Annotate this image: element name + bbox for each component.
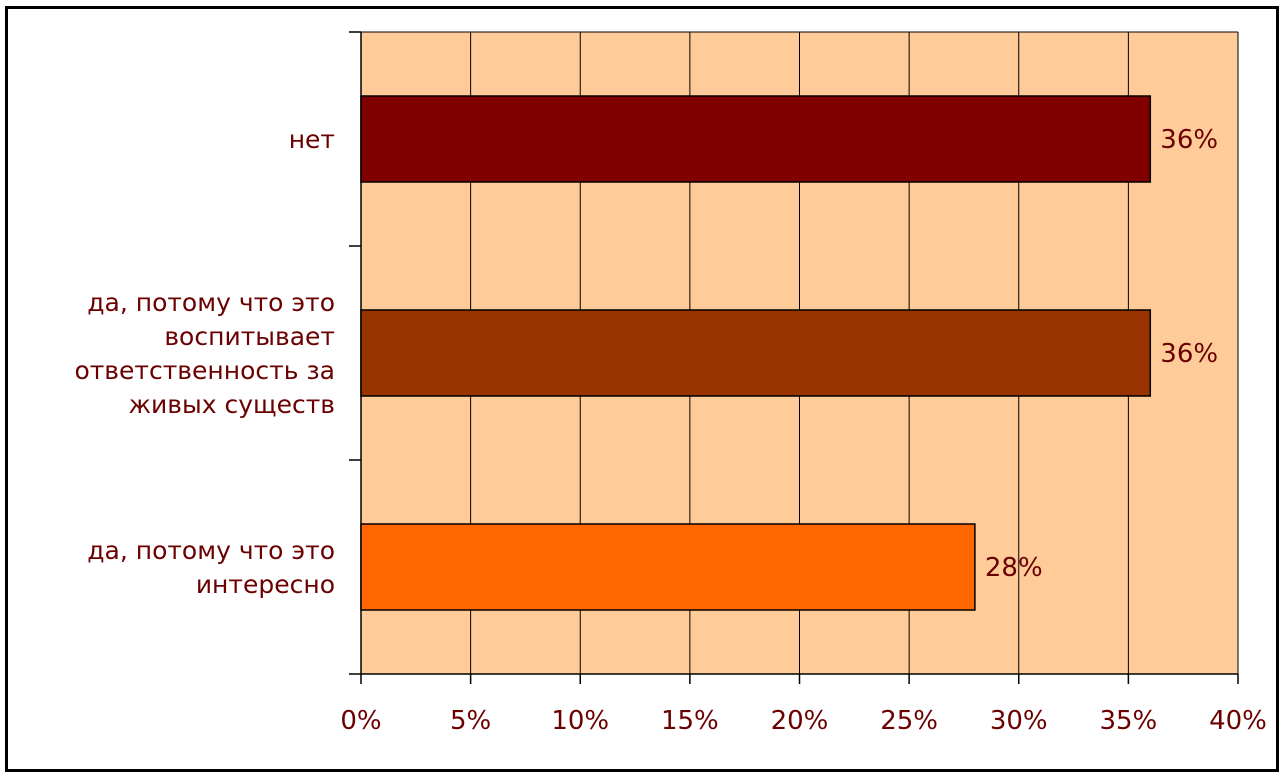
x-tick-label: 10%	[551, 706, 609, 736]
bar	[360, 523, 976, 611]
x-tick-label: 0%	[340, 706, 381, 736]
bar	[360, 309, 1152, 397]
data-label: 28%	[985, 553, 1043, 583]
x-tick-label: 30%	[990, 706, 1048, 736]
category-label: да, потому что это интересно	[87, 536, 335, 599]
x-tick-label: 25%	[880, 706, 938, 736]
x-tick-label: 15%	[661, 706, 719, 736]
x-tick-label: 20%	[771, 706, 829, 736]
x-tick-label: 35%	[1099, 706, 1157, 736]
category-label: да, потому что это воспитывает ответственн…	[74, 288, 335, 419]
data-label: 36%	[1160, 339, 1218, 369]
bar	[360, 95, 1152, 183]
x-tick-label: 40%	[1209, 706, 1267, 736]
data-label: 36%	[1160, 125, 1218, 155]
category-label: нет	[289, 125, 335, 154]
bars	[360, 95, 1152, 611]
x-tick-label: 5%	[450, 706, 491, 736]
labels: 36% нет 36% да, потому что это воспитывает от…	[74, 125, 1266, 736]
